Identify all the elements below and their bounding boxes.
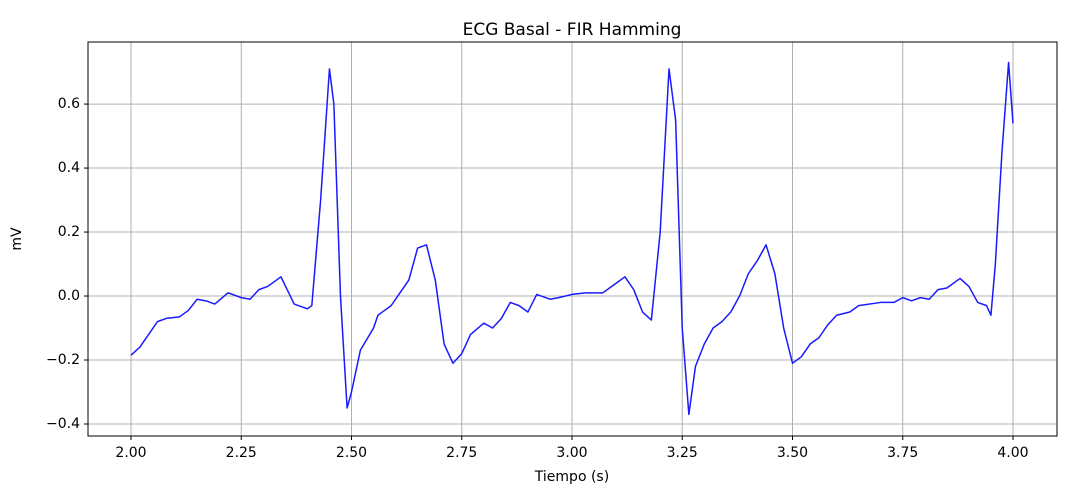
y-tick-label: −0.2 <box>46 352 80 368</box>
y-axis-label: mV <box>9 227 25 251</box>
x-tick-label: 3.00 <box>556 445 587 461</box>
y-tick-label: 0.4 <box>58 160 80 176</box>
x-tick-label: 2.50 <box>336 445 367 461</box>
x-tick-label: 3.25 <box>667 445 698 461</box>
x-tick-label: 4.00 <box>997 445 1028 461</box>
x-tick-label: 2.00 <box>115 445 146 461</box>
x-axis-label: Tiempo (s) <box>534 469 609 485</box>
y-tick-label: 0.6 <box>58 96 80 112</box>
chart-title: ECG Basal - FIR Hamming <box>463 20 682 40</box>
x-tick-label: 3.50 <box>777 445 808 461</box>
ecg-line <box>130 61 1014 416</box>
y-tick-label: 0.0 <box>58 288 80 304</box>
plot-frame <box>87 41 1058 437</box>
x-tick-label: 2.25 <box>226 445 257 461</box>
y-tick-label: −0.4 <box>46 416 80 432</box>
y-tick-label: 0.2 <box>58 224 80 240</box>
x-tick-label: 2.75 <box>446 445 477 461</box>
x-tick-label: 3.75 <box>887 445 918 461</box>
